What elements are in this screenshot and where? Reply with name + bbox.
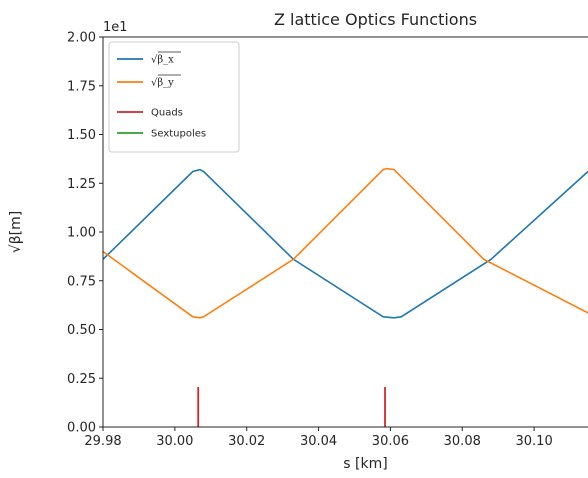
- x-axis-label: s [km]: [343, 456, 387, 472]
- x-tick-label: 30.02: [228, 434, 265, 449]
- x-tick-label: 30.10: [516, 434, 553, 449]
- legend: √β_x √β_y Quads Sextupoles: [108, 41, 240, 153]
- legend-label: √β_x: [151, 55, 174, 66]
- y-tick-label: 1.50: [67, 128, 96, 143]
- y-tick-label: 0.75: [67, 274, 96, 289]
- y-tick-label: 1.75: [67, 79, 96, 94]
- series-line-beta-y: [103, 167, 588, 319]
- series-line-beta-x: [103, 168, 588, 319]
- x-tick-label: 29.98: [84, 434, 121, 449]
- legend-label: Sextupoles: [151, 129, 206, 140]
- y-axis-label: √β[m]: [8, 211, 24, 253]
- y-tick-label: 0.25: [67, 372, 96, 387]
- y-tick-label: 0.00: [67, 421, 96, 436]
- x-tick-label: 30.00: [156, 434, 193, 449]
- y-tick-label: 1.00: [67, 226, 96, 241]
- x-tick-label: 30.04: [300, 434, 337, 449]
- y-offset-text: 1e1: [103, 20, 128, 35]
- axes: 29.98 30.00 30.02 30.04 30.06 30.08 30.10 0.00 0…: [67, 31, 588, 449]
- y-tick-label: 1.25: [67, 177, 96, 192]
- y-tick-label: 2.00: [67, 31, 96, 46]
- legend-label: Quads: [151, 108, 183, 119]
- x-tick-label: 30.06: [372, 434, 409, 449]
- y-tick-label: 0.50: [67, 323, 96, 338]
- x-tick-label: 30.08: [444, 434, 481, 449]
- legend-label: √β_y: [151, 78, 174, 89]
- chart-title: Z lattice Optics Functions: [274, 10, 477, 29]
- legend-box: [108, 41, 240, 153]
